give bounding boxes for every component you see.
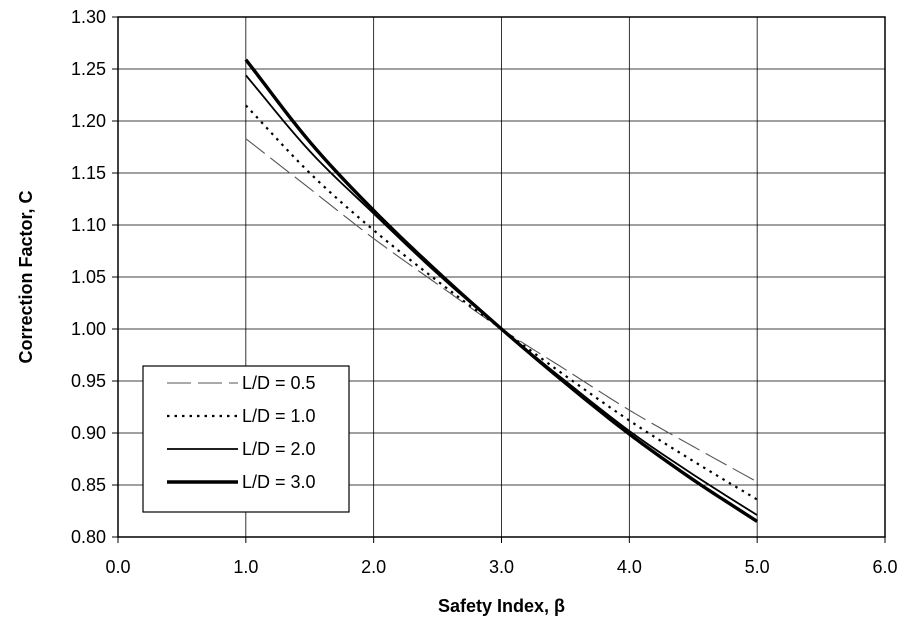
- x-tick-label: 4.0: [617, 557, 642, 577]
- y-tick-label: 0.85: [71, 475, 106, 495]
- legend-box: [142, 365, 350, 513]
- series-line: [245, 104, 758, 501]
- series-line: [244, 58, 759, 523]
- y-axis-ticks: 0.80 0.85 0.90 0.95 1.00 1.05 1.10 1.15 1.20 1.25…: [71, 7, 118, 547]
- x-tick-label: 1.0: [233, 557, 258, 577]
- y-tick-label: 0.95: [71, 371, 106, 391]
- x-axis-ticks: 0.0 1.0 2.0 3.0 4.0 5.0 6.0: [105, 537, 898, 577]
- x-tick-label: 6.0: [872, 557, 897, 577]
- y-tick-label: 1.10: [71, 215, 106, 235]
- x-tick-label: 0.0: [105, 557, 130, 577]
- y-tick-label: 1.20: [71, 111, 106, 131]
- x-axis-label: Safety Index, β: [438, 596, 565, 616]
- y-tick-label: 1.30: [71, 7, 106, 27]
- x-tick-label: 3.0: [489, 557, 514, 577]
- y-tick-label: 0.80: [71, 527, 106, 547]
- x-tick-label: 5.0: [745, 557, 770, 577]
- y-tick-label: 1.00: [71, 319, 106, 339]
- x-tick-label: 2.0: [361, 557, 386, 577]
- series-lines: [244, 58, 759, 523]
- y-tick-label: 1.15: [71, 163, 106, 183]
- y-tick-label: 1.25: [71, 59, 106, 79]
- legend-label: L/D = 2.0: [242, 439, 316, 459]
- y-tick-label: 0.90: [71, 423, 106, 443]
- legend: L/D = 0.5 L/D = 1.0 L/D = 2.0 L/D = 3.0: [142, 365, 350, 513]
- legend-label: L/D = 1.0: [242, 406, 316, 426]
- legend-label: L/D = 0.5: [242, 373, 316, 393]
- legend-label: L/D = 3.0: [242, 472, 316, 492]
- y-tick-label: 1.05: [71, 267, 106, 287]
- y-axis-label: Correction Factor, C: [16, 190, 36, 363]
